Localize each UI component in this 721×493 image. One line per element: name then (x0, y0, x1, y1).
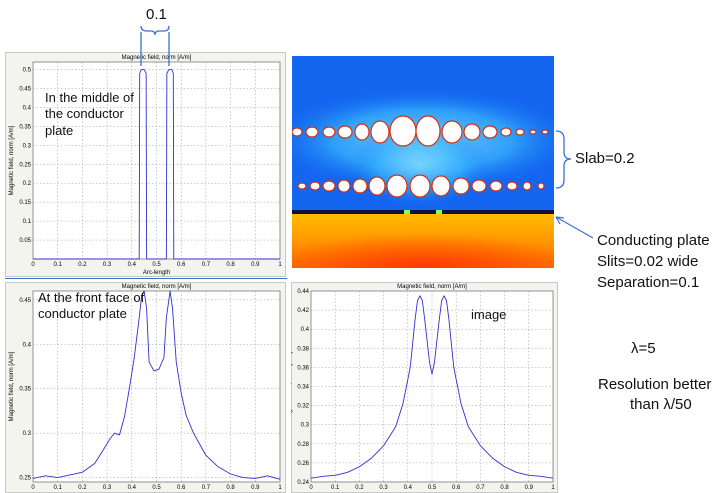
y-tick-label: 0.3 (23, 143, 32, 149)
y-tick-label: 0.3 (23, 431, 32, 437)
y-tick-label: 0.4 (23, 342, 32, 348)
x-tick-label: 1 (278, 262, 282, 268)
y-tick-label: 0.2 (23, 181, 32, 187)
chart-annotation-middle: In the middle of the conductor plate (45, 90, 134, 138)
y-tick-label: 0.3 (301, 423, 310, 429)
y-tick-label: 0.26 (297, 461, 309, 467)
y-axis-label: Magnetic field, norm [A/m] (291, 351, 293, 421)
x-tick-label: 0.6 (452, 485, 461, 491)
chart-annotation-image: image (471, 307, 507, 322)
y-tick-label: 0.5 (23, 68, 32, 74)
x-tick-label: 0.1 (331, 485, 340, 491)
y-tick-label: 0.44 (297, 289, 309, 295)
x-tick-label: 0.1 (54, 485, 63, 491)
x-tick-label: 1 (278, 485, 282, 491)
series-line (310, 295, 554, 479)
resolution-label-line1: Resolution better (598, 376, 712, 393)
x-tick-label: 0.8 (500, 485, 509, 491)
y-tick-label: 0.4 (301, 327, 310, 333)
x-tick-label: 0.7 (202, 262, 211, 268)
line-chart-middle: Magnetic field, norm [A/m] Magnetic field… (9, 55, 282, 276)
y-tick-label: 0.36 (297, 365, 309, 371)
resolution-label-line2: than λ/50 (630, 396, 692, 413)
x-tick-label: 0.3 (379, 485, 388, 491)
x-tick-label: 0.6 (177, 262, 186, 268)
y-tick-label: 0.24 (297, 480, 309, 486)
x-tick-label: 0.2 (355, 485, 364, 491)
y-axis-label: Magnetic field, norm [A/m] (9, 125, 15, 195)
gap-width-label: 0.1 (146, 6, 167, 23)
x-tick-label: 0.5 (428, 485, 437, 491)
chart-title: Magnetic field, norm [A/m] (397, 284, 467, 290)
x-tick-label: 0.5 (152, 485, 161, 491)
chart-title: Magnetic field, norm [A/m] (122, 284, 192, 290)
y-tick-label: 0.15 (19, 200, 31, 206)
y-tick-label: 0.25 (19, 162, 31, 168)
x-tick-label: 0.8 (226, 485, 235, 491)
series-line (32, 290, 281, 480)
y-tick-label: 0.4 (23, 105, 32, 111)
y-tick-label: 0.1 (23, 219, 32, 225)
x-tick-label: 0.9 (525, 485, 534, 491)
slab-label: Slab=0.2 (575, 150, 635, 167)
y-tick-label: 0.34 (297, 385, 309, 391)
x-tick-label: 0.5 (152, 262, 161, 268)
x-tick-label: 0.8 (226, 262, 235, 268)
x-tick-label: 0.2 (78, 262, 87, 268)
y-tick-label: 0.32 (297, 404, 309, 410)
y-tick-label: 0.25 (19, 476, 31, 482)
x-tick-label: 0.6 (177, 485, 186, 491)
chart-panel-image: Magnetic field, norm [A/m] Magnetic field… (291, 282, 558, 493)
x-tick-label: 0.4 (128, 485, 137, 491)
chart-panel-middle: Magnetic field, norm [A/m] Magnetic field… (5, 52, 286, 277)
x-tick-label: 0 (309, 485, 313, 491)
y-tick-label: 0.45 (19, 87, 31, 93)
x-tick-label: 1 (551, 485, 555, 491)
x-tick-label: 0.3 (103, 485, 112, 491)
conducting-plate-label: Conducting plate (597, 232, 710, 249)
y-tick-label: 0.38 (297, 346, 309, 352)
y-tick-label: 0.35 (19, 387, 31, 393)
line-chart-image: Magnetic field, norm [A/m] Magnetic field… (291, 284, 555, 491)
y-tick-label: 0.45 (19, 298, 31, 304)
x-tick-label: 0 (31, 485, 35, 491)
y-tick-label: 0.42 (297, 308, 309, 314)
panel-divider (5, 278, 287, 279)
y-tick-label: 0.05 (19, 238, 31, 244)
x-tick-label: 0.4 (128, 262, 137, 268)
x-tick-label: 0.7 (202, 485, 211, 491)
series-line (33, 69, 280, 260)
chart-title: Magnetic field, norm [A/m] (122, 55, 192, 61)
line-chart-front-face: Magnetic field, norm [A/m] Magnetic field… (9, 284, 282, 491)
x-tick-label: 0.9 (251, 262, 260, 268)
x-tick-label: 0.2 (78, 485, 87, 491)
x-tick-label: 0.4 (404, 485, 413, 491)
wavelength-label: λ=5 (631, 340, 656, 357)
x-tick-label: 0.3 (103, 262, 112, 268)
separation-label: Separation=0.1 (597, 274, 700, 291)
x-tick-label: 0 (31, 262, 35, 268)
chart-annotation-front-face: At the front face of conductor plate (38, 290, 145, 322)
x-tick-label: 0.7 (476, 485, 485, 491)
x-tick-label: 0.9 (251, 485, 260, 491)
y-tick-label: 0.35 (19, 124, 31, 130)
y-axis-label: Magnetic field, norm [A/m] (9, 351, 15, 421)
chart-panel-front-face: Magnetic field, norm [A/m] Magnetic field… (5, 282, 286, 493)
x-tick-label: 0.1 (54, 262, 63, 268)
y-tick-label: 0.28 (297, 442, 309, 448)
x-axis-label: Arc-length (143, 270, 170, 276)
slits-label: Slits=0.02 wide (597, 253, 699, 270)
